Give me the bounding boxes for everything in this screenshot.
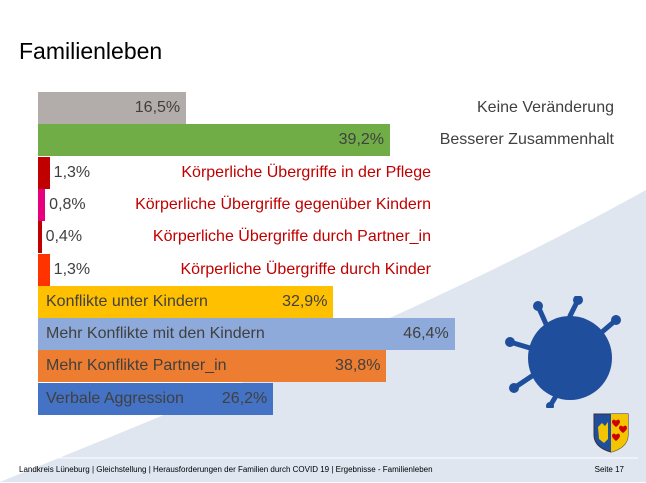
bar-category-label: Verbale Aggression <box>46 389 184 407</box>
bar-category-label: Körperliche Übergriffe durch Partner_in <box>152 228 431 246</box>
bar-value-label: 1,3% <box>53 260 91 278</box>
page-title: Familienleben <box>19 38 163 64</box>
page-number: Seite 17 <box>594 465 624 474</box>
bar-value-label: 1,3% <box>53 163 91 181</box>
bar-value-label: 16,5% <box>134 99 181 116</box>
bar-value-label: 0,4% <box>45 228 83 246</box>
bar-value-label: 26,2% <box>221 389 268 407</box>
footer-text: Landkreis Lüneburg | Gleichstellung | He… <box>19 465 433 474</box>
bar-7 <box>38 285 334 318</box>
bar-category-label: Mehr Konflikte mit den Kindern <box>46 325 265 343</box>
bar-6 <box>38 253 50 286</box>
bar-category-label: Konflikte unter Kindern <box>46 292 208 310</box>
bar-category-label: Keine Veränderung <box>477 99 614 116</box>
background-curve-shape <box>0 190 646 482</box>
bar-category-label: Körperliche Übergriffe durch Kinder <box>180 260 432 278</box>
coat-of-arms-logo <box>593 413 629 453</box>
virus-icon <box>505 296 621 408</box>
bar-2 <box>38 124 391 157</box>
bar-category-label: Besserer Zusammenhalt <box>439 131 614 149</box>
bar-10 <box>38 382 274 415</box>
bar-category-label: Körperliche Übergriffe gegenüber Kindern <box>135 195 431 213</box>
bar-8 <box>38 318 455 351</box>
bar-category-label: Körperliche Übergriffe in der Pflege <box>181 163 431 181</box>
bar-4 <box>38 188 46 221</box>
bar-value-label: 39,2% <box>338 131 385 149</box>
bar-value-label: 32,9% <box>282 292 328 310</box>
bar-3 <box>38 156 50 189</box>
bar-value-label: 46,4% <box>403 325 449 343</box>
bar-9 <box>38 350 387 383</box>
bar-category-label: Mehr Konflikte Partner_in <box>46 357 227 375</box>
bar-value-label: 0,8% <box>49 195 86 213</box>
bar-value-label: 38,8% <box>335 357 381 375</box>
bar-1 <box>38 92 187 124</box>
bar-5 <box>38 221 42 254</box>
